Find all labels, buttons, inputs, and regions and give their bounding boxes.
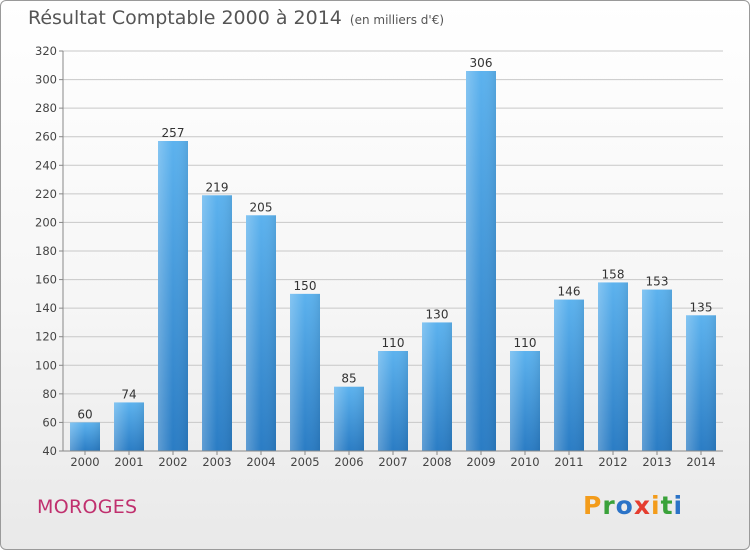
bar-shading — [598, 282, 628, 451]
bar-shading — [554, 299, 584, 451]
bar-shading — [158, 141, 188, 451]
x-tick-label: 2007 — [378, 455, 407, 469]
bar-value-label: 150 — [294, 279, 317, 293]
bar-value-label: 257 — [162, 126, 185, 140]
bar-value-label: 74 — [121, 387, 136, 401]
y-tick-label: 260 — [35, 130, 57, 144]
bar-shading — [70, 422, 100, 451]
y-tick-label: 80 — [42, 387, 57, 401]
x-tick-label: 2009 — [466, 455, 495, 469]
logo-letter: P — [583, 491, 603, 520]
logo-letter: i — [651, 491, 661, 520]
chart-title-text: Résultat Comptable 2000 à 2014 — [28, 7, 342, 29]
bar-value-label: 205 — [250, 200, 273, 214]
proxiti-logo[interactable]: Proxiti — [583, 491, 683, 520]
logo-letter: i — [673, 491, 684, 520]
bar-value-label: 219 — [206, 180, 229, 194]
y-tick-label: 220 — [35, 187, 57, 201]
bars: 60 74 257 219 205 150 85 110 130 306 110 146 158 153 1… — [70, 56, 716, 451]
x-tick-label: 2002 — [158, 455, 187, 469]
commune-name: MOROGES — [37, 496, 138, 518]
bar-shading — [422, 322, 452, 451]
x-tick-label: 2008 — [422, 455, 451, 469]
bar-shading — [202, 195, 232, 451]
x-tick-label: 2000 — [70, 455, 99, 469]
bar-shading — [290, 293, 320, 451]
x-tick-label: 2005 — [290, 455, 319, 469]
logo-letter: x — [633, 491, 651, 520]
x-tick-label: 2013 — [642, 455, 671, 469]
y-tick-label: 320 — [35, 44, 57, 58]
bar-shading — [466, 71, 496, 451]
y-tick-label: 160 — [35, 273, 57, 287]
bar-value-label: 110 — [382, 336, 405, 350]
bar-value-label: 85 — [341, 372, 356, 386]
y-tick-label: 240 — [35, 158, 57, 172]
bar-value-label: 153 — [646, 275, 669, 289]
bar-shading — [378, 351, 408, 451]
x-tick-label: 2003 — [202, 455, 231, 469]
y-tick-label: 200 — [35, 215, 57, 229]
bar-shading — [642, 289, 672, 451]
x-tick-label: 2006 — [334, 455, 363, 469]
bar-shading — [510, 351, 540, 451]
chart-unit: (en milliers d'€) — [349, 13, 445, 27]
y-tick-label: 100 — [35, 358, 57, 372]
y-tick-label: 280 — [35, 101, 57, 115]
x-tick-label: 2010 — [510, 455, 539, 469]
bar-shading — [246, 215, 276, 451]
x-axis: 2000 2001 2002 2003 2004 2005 2006 2007 2008 2009… — [63, 450, 723, 469]
bar-value-label: 146 — [558, 285, 581, 299]
bar-value-label: 158 — [602, 267, 625, 281]
y-tick-label: 60 — [42, 415, 57, 429]
x-tick-label: 2001 — [114, 455, 143, 469]
y-tick-label: 140 — [35, 301, 57, 315]
y-tick-label: 180 — [35, 244, 57, 258]
bar-value-label: 306 — [470, 56, 493, 70]
bar-value-label: 130 — [426, 307, 449, 321]
y-axis: 40 60 80 100 120 140 160 180 200 220 240 260 280 300 3… — [35, 44, 64, 458]
bar-value-label: 60 — [77, 407, 92, 421]
y-tick-label: 40 — [42, 444, 57, 458]
x-tick-label: 2004 — [246, 455, 275, 469]
x-tick-label: 2011 — [554, 455, 583, 469]
bar-value-label: 110 — [514, 336, 537, 350]
y-tick-label: 300 — [35, 73, 57, 87]
bar-shading — [334, 386, 364, 451]
x-tick-label: 2012 — [598, 455, 627, 469]
bar-shading — [686, 315, 716, 451]
y-tick-label: 120 — [35, 330, 57, 344]
bar-value-label: 135 — [690, 300, 713, 314]
logo-letter: r — [602, 491, 616, 520]
bar-shading — [114, 402, 144, 451]
logo-letter: o — [615, 491, 634, 520]
logo-letter: t — [660, 491, 674, 520]
x-tick-label: 2014 — [686, 455, 715, 469]
chart-title: Résultat Comptable 2000 à 2014 (en millie… — [28, 7, 444, 29]
